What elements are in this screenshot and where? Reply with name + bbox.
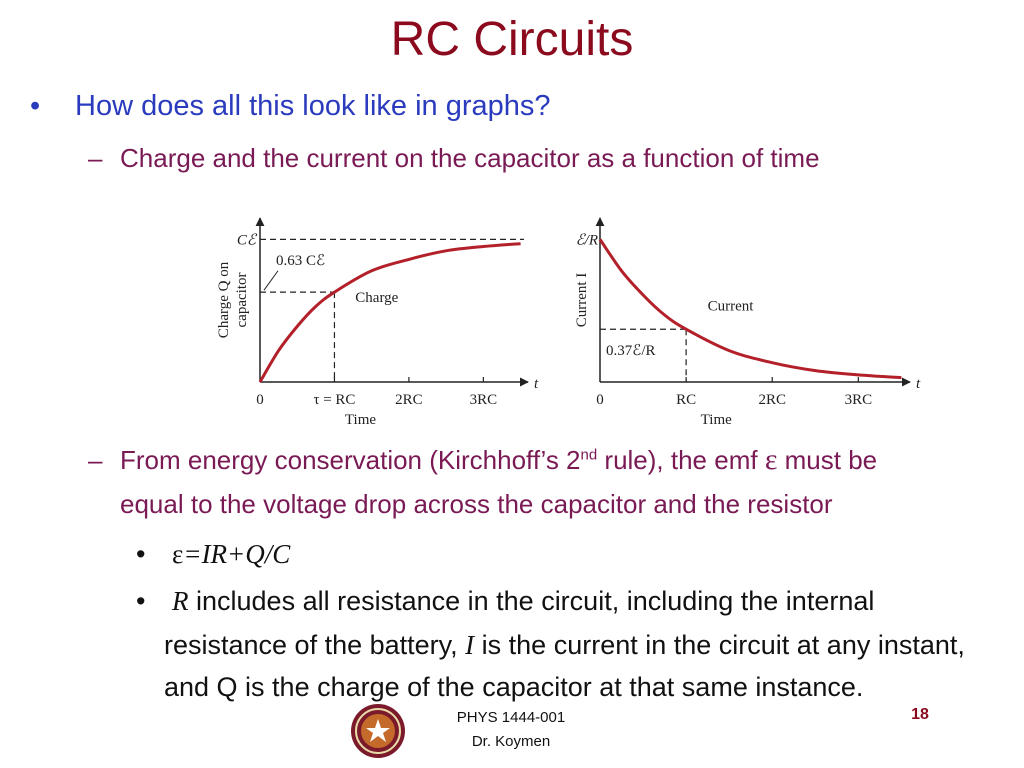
energy-sup: nd — [580, 446, 598, 464]
current-chart: 0 RC 2RC 3RC ℰ/R 0.37ℰ/R Current t Time Cur… — [574, 217, 921, 428]
sub-bullet-energy-line2: equal to the voltage drop across the cap… — [120, 489, 833, 519]
page-number: 18 — [911, 706, 929, 723]
resistance-bullet: • R includes all resistance in the circu… — [136, 580, 875, 622]
resistance-line-2: resistance of the battery, I is the curr… — [164, 624, 965, 666]
university-seal-icon — [351, 704, 405, 758]
resistance-symbol: R — [172, 586, 189, 616]
current-symbol: I — [465, 630, 475, 660]
x-tick-label: τ = RC — [313, 392, 355, 408]
main-bullet-text: How does all this look like in graphs? — [75, 90, 551, 122]
energy-text-c: must be — [777, 445, 878, 475]
current-series-label: Current — [708, 299, 755, 315]
sub-bullet-graphs: – Charge and the current on the capacitor… — [88, 137, 820, 179]
x-tick-label: 3RC — [845, 392, 873, 408]
charge-x-label: Time — [345, 412, 376, 428]
bullet-dot: • — [136, 586, 146, 616]
x-tick-label: 2RC — [395, 392, 423, 408]
energy-text-a: From energy conservation (Kirchhoff’s 2 — [120, 445, 581, 475]
footer-instructor: Dr. Koymen — [471, 733, 551, 750]
epsilon-symbol: ε — [764, 443, 778, 476]
current-x-axis-end: t — [916, 376, 921, 392]
footer-course-code: PHYS 1444-001 — [456, 709, 566, 726]
charge-y-label-line2: capacitor — [234, 273, 250, 328]
charge-asymptote-label: Cℰ — [237, 232, 258, 248]
bullet-mark: • — [30, 90, 41, 122]
equation-text: =IR+Q/C — [183, 539, 291, 569]
resistance-text-1: includes all resistance in the circuit, … — [188, 586, 875, 616]
charge-marker-leader — [263, 270, 279, 291]
slide-title: RC Circuits — [390, 13, 634, 66]
charge-y-label-line1: Charge Q on — [216, 261, 232, 338]
energy-text-b: rule), the emf — [597, 445, 765, 475]
charge-x-axis-end: t — [534, 376, 539, 392]
x-tick-label: 0 — [596, 392, 604, 408]
resistance-text-2b: is the current in the circuit at any ins… — [474, 630, 965, 660]
charge-chart: 0 τ = RC 2RC 3RC Cℰ 0.63 Cℰ Charge t Time C… — [216, 217, 539, 428]
x-tick-label: 3RC — [470, 392, 498, 408]
equation-epsilon: ε — [172, 539, 184, 569]
resistance-text-2a: resistance of the battery, — [164, 630, 466, 660]
dash-mark: – — [88, 143, 103, 173]
x-tick-label: 0 — [256, 392, 264, 408]
charge-curve — [258, 242, 521, 383]
charge-series-label: Charge — [355, 290, 398, 306]
current-x-label: Time — [701, 412, 732, 428]
footer-course: PHYS 1444-001 Dr. Koymen — [436, 706, 586, 754]
equation-bullet: • ε=IR+Q/C — [136, 533, 291, 575]
dash-mark: – — [88, 445, 103, 475]
charge-marker-label: 0.63 Cℰ — [276, 253, 325, 269]
x-tick-label: 2RC — [758, 392, 786, 408]
rc-charts: 0 τ = RC 2RC 3RC Cℰ 0.63 Cℰ Charge t Time C… — [216, 217, 921, 428]
current-curve — [598, 238, 902, 380]
main-bullet: • How does all this look like in graphs? — [30, 90, 551, 123]
current-start-label: ℰ/R — [576, 232, 598, 248]
bullet-dot: • — [136, 539, 146, 569]
current-marker-label: 0.37ℰ/R — [606, 343, 656, 359]
sub-bullet-energy: – From energy conservation (Kirchhoff’s 2… — [88, 439, 877, 481]
sub-bullet-graphs-text: Charge and the current on the capacitor … — [120, 143, 820, 173]
x-tick-label: RC — [676, 392, 696, 408]
resistance-line-3: and Q is the charge of the capacitor at … — [164, 672, 864, 702]
current-y-label: Current I — [574, 273, 590, 328]
